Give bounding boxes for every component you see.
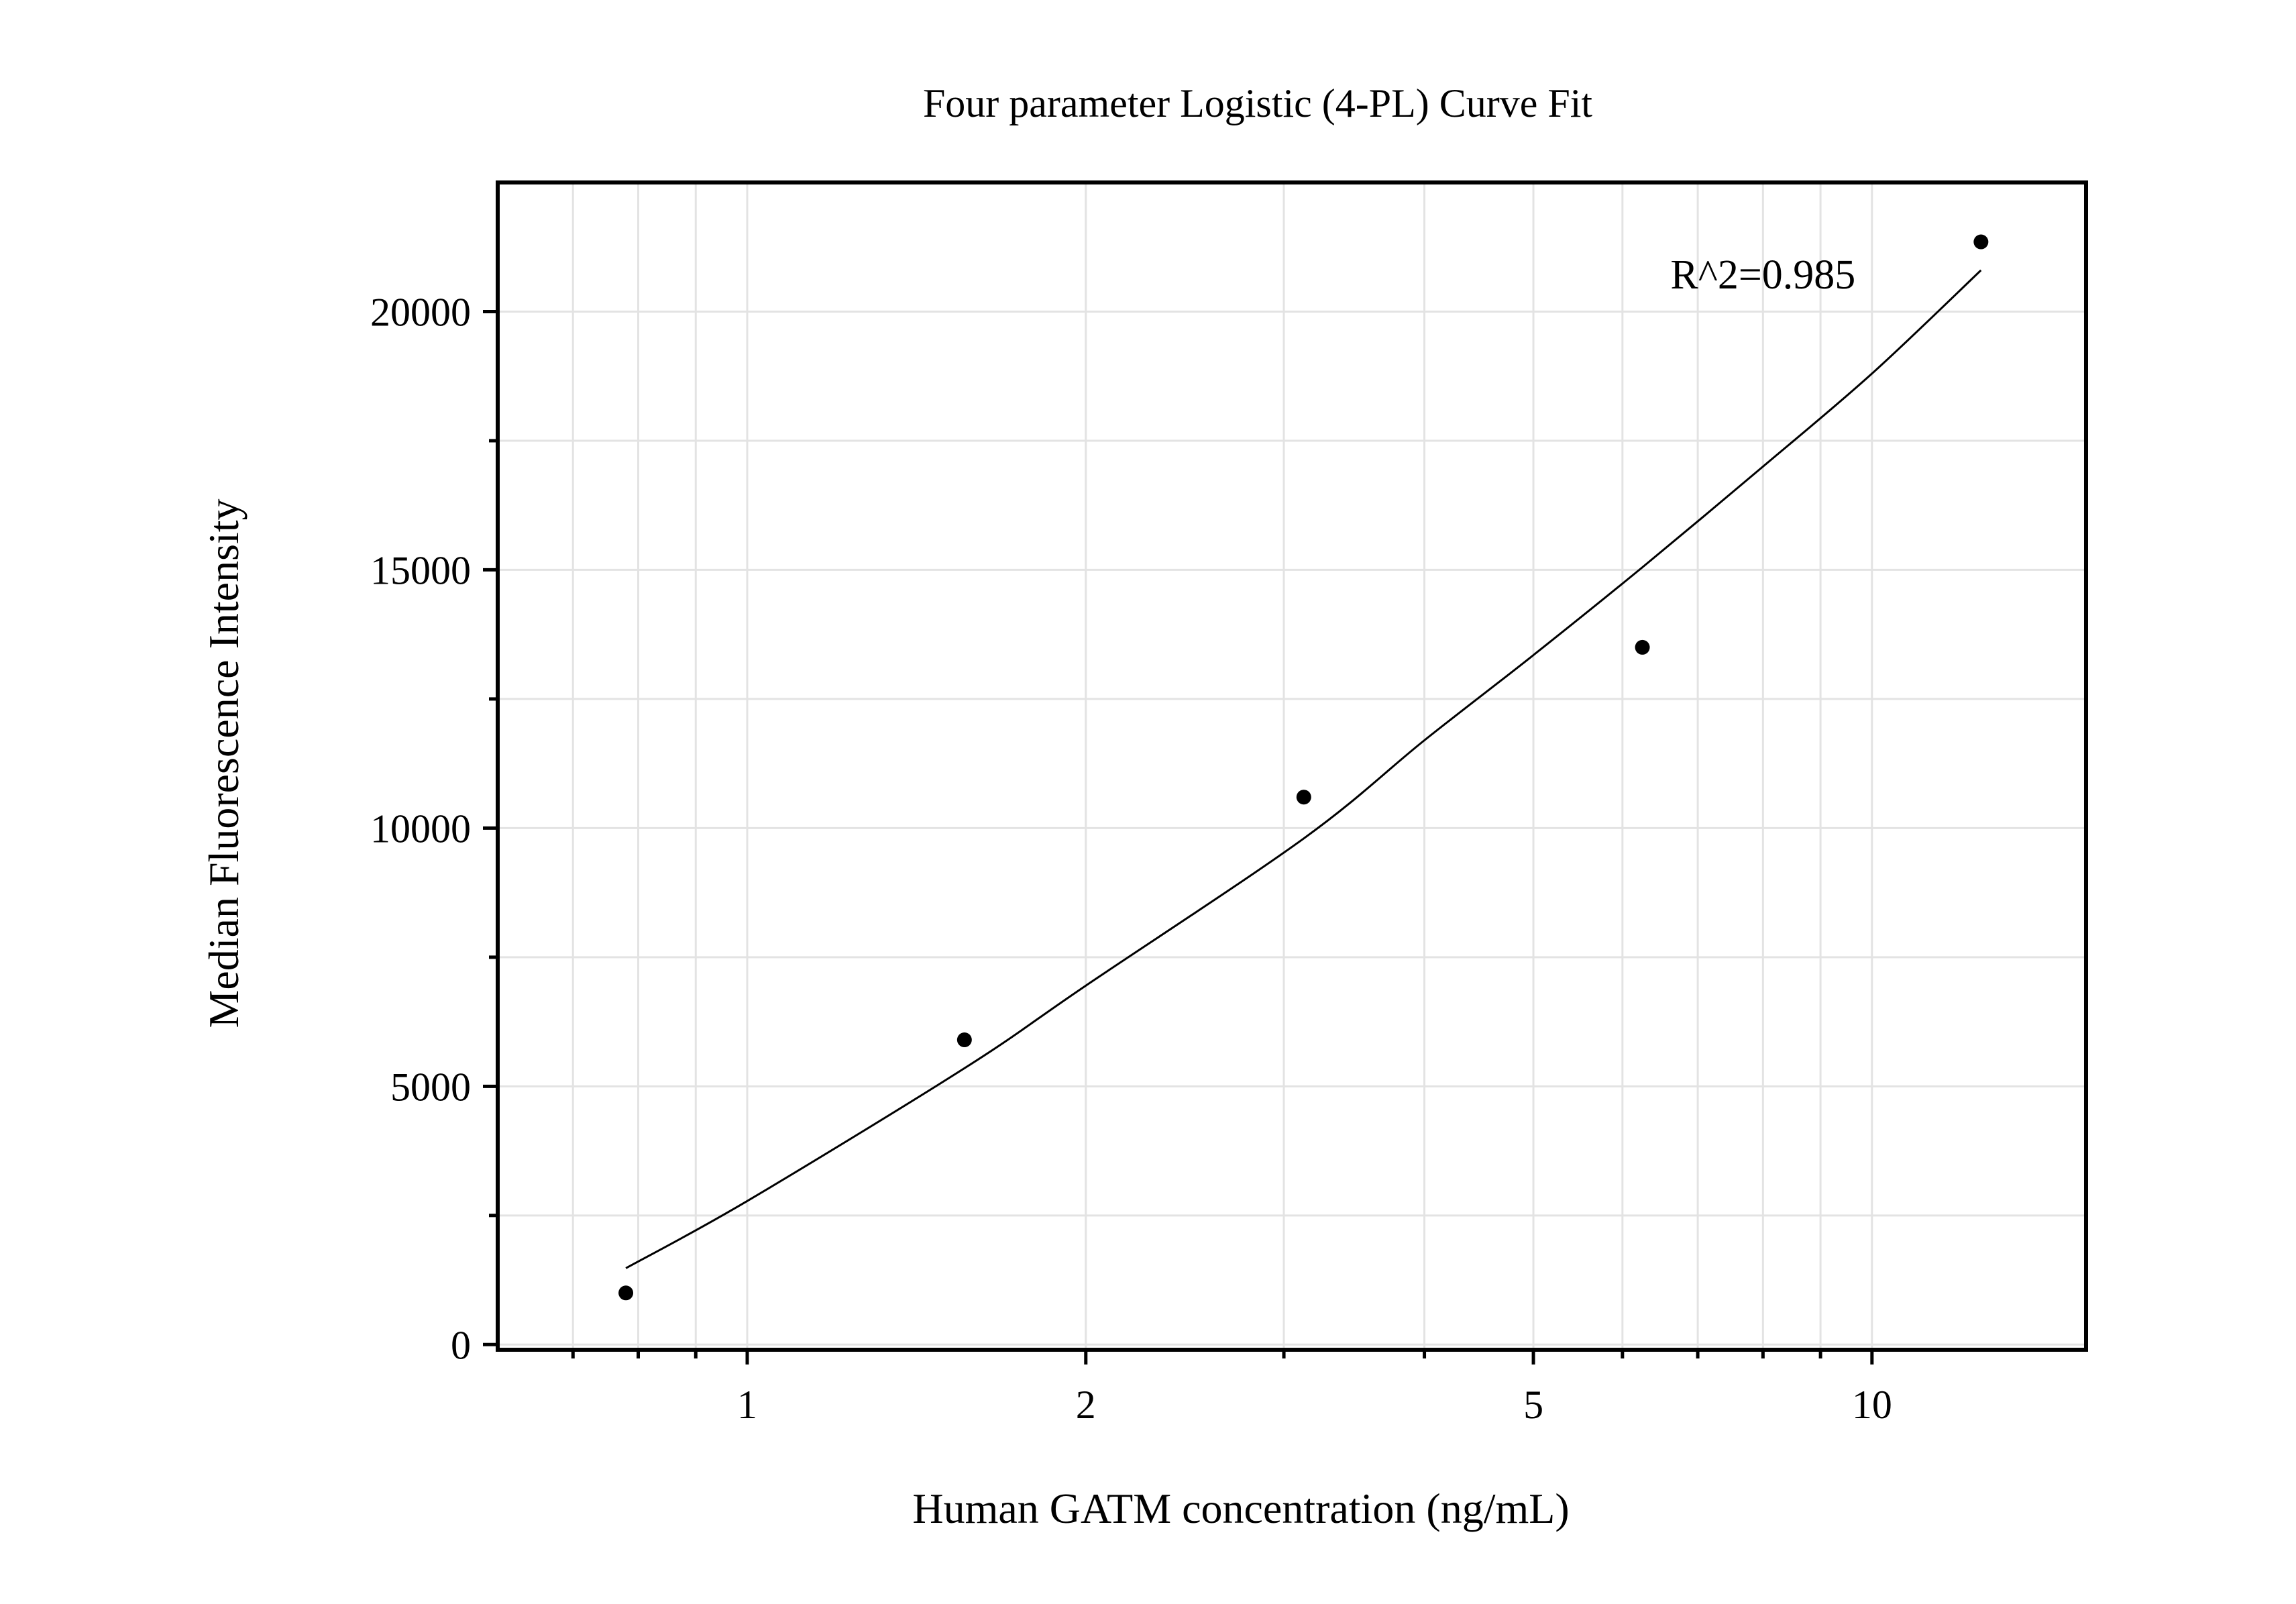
data-point bbox=[1296, 790, 1311, 805]
data-point bbox=[956, 1032, 972, 1048]
fit-curve-group bbox=[625, 269, 1982, 1269]
x-tick-label: 10 bbox=[1852, 1383, 1892, 1427]
y-tick-label: 5000 bbox=[390, 1065, 471, 1109]
x-axis-title: Human GATM concentration (ng/mL) bbox=[912, 1485, 1569, 1532]
chart-title: Four parameter Logistic (4-PL) Curve Fit bbox=[923, 81, 1592, 125]
y-tick-label: 20000 bbox=[370, 290, 471, 334]
data-point bbox=[1973, 234, 1989, 250]
x-tick-labels: 1 2 5 10 bbox=[737, 1383, 1892, 1427]
fit-curve bbox=[625, 269, 1982, 1269]
y-tick-label: 0 bbox=[451, 1323, 471, 1367]
y-tick-label: 15000 bbox=[370, 548, 471, 592]
data-point bbox=[1635, 639, 1650, 655]
x-tick-label: 5 bbox=[1523, 1383, 1543, 1427]
y-axis-title: Median Fluorescence Intensity bbox=[200, 498, 248, 1028]
y-tick-label: 10000 bbox=[370, 806, 471, 851]
plot-frame bbox=[496, 180, 2088, 1352]
gridlines bbox=[498, 182, 2086, 1350]
x-tick-label: 1 bbox=[737, 1383, 757, 1427]
data-point bbox=[618, 1285, 634, 1301]
annotations: R^2=0.985 bbox=[1670, 252, 1855, 298]
x-tick-label: 2 bbox=[1076, 1383, 1096, 1427]
y-tick-labels: 0 5000 10000 15000 20000 bbox=[370, 290, 471, 1367]
data-points-group bbox=[618, 234, 1989, 1301]
r-squared-annotation: R^2=0.985 bbox=[1670, 252, 1855, 298]
axis-ticks bbox=[483, 309, 1874, 1365]
